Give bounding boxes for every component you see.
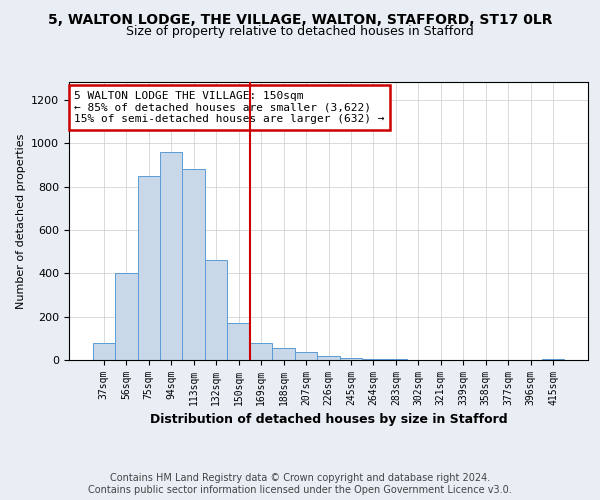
Bar (137, 176, 160, 360)
Bar (205, 260, 227, 360)
Text: 5, WALTON LODGE, THE VILLAGE, WALTON, STAFFORD, ST17 0LR: 5, WALTON LODGE, THE VILLAGE, WALTON, ST… (48, 12, 552, 26)
Bar (317, 356, 340, 360)
Bar (295, 352, 317, 360)
Bar (272, 348, 295, 360)
Text: Contains HM Land Registry data © Crown copyright and database right 2024.
Contai: Contains HM Land Registry data © Crown c… (88, 474, 512, 495)
Y-axis label: Number of detached properties: Number of detached properties (16, 134, 26, 309)
Bar (182, 169, 205, 360)
Bar (92, 342, 115, 360)
Bar (362, 359, 385, 360)
Bar (542, 359, 565, 360)
Text: Size of property relative to detached houses in Stafford: Size of property relative to detached ho… (126, 25, 474, 38)
Bar (250, 342, 272, 360)
Bar (160, 152, 182, 360)
X-axis label: Distribution of detached houses by size in Stafford: Distribution of detached houses by size … (149, 414, 508, 426)
Bar (115, 274, 137, 360)
Bar (340, 358, 362, 360)
Text: 5 WALTON LODGE THE VILLAGE: 150sqm
← 85% of detached houses are smaller (3,622)
: 5 WALTON LODGE THE VILLAGE: 150sqm ← 85%… (74, 91, 385, 124)
Bar (227, 323, 250, 360)
